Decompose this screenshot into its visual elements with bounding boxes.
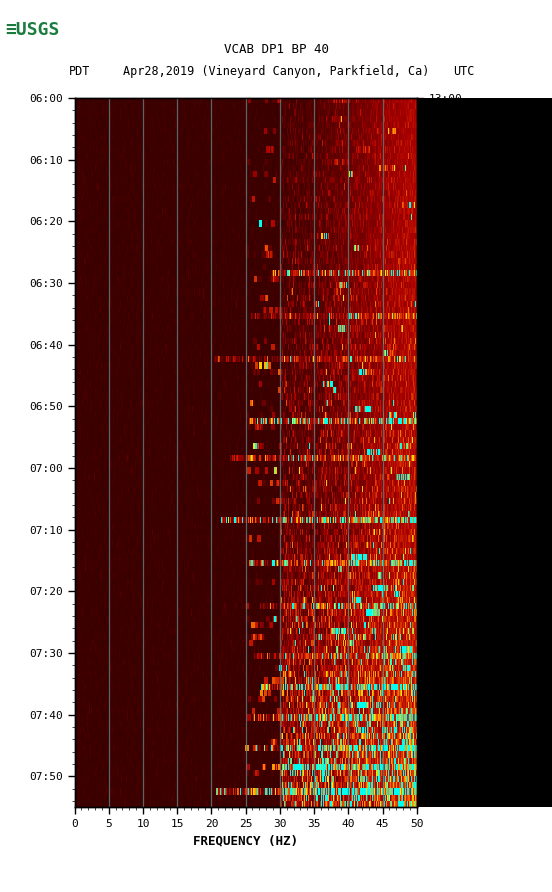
- Text: UTC: UTC: [453, 65, 474, 78]
- Text: ≡USGS: ≡USGS: [6, 21, 60, 38]
- Text: VCAB DP1 BP 40: VCAB DP1 BP 40: [224, 43, 328, 55]
- X-axis label: FREQUENCY (HZ): FREQUENCY (HZ): [193, 835, 298, 847]
- Text: Apr28,2019 (Vineyard Canyon, Parkfield, Ca): Apr28,2019 (Vineyard Canyon, Parkfield, …: [123, 65, 429, 78]
- Text: PDT: PDT: [69, 65, 91, 78]
